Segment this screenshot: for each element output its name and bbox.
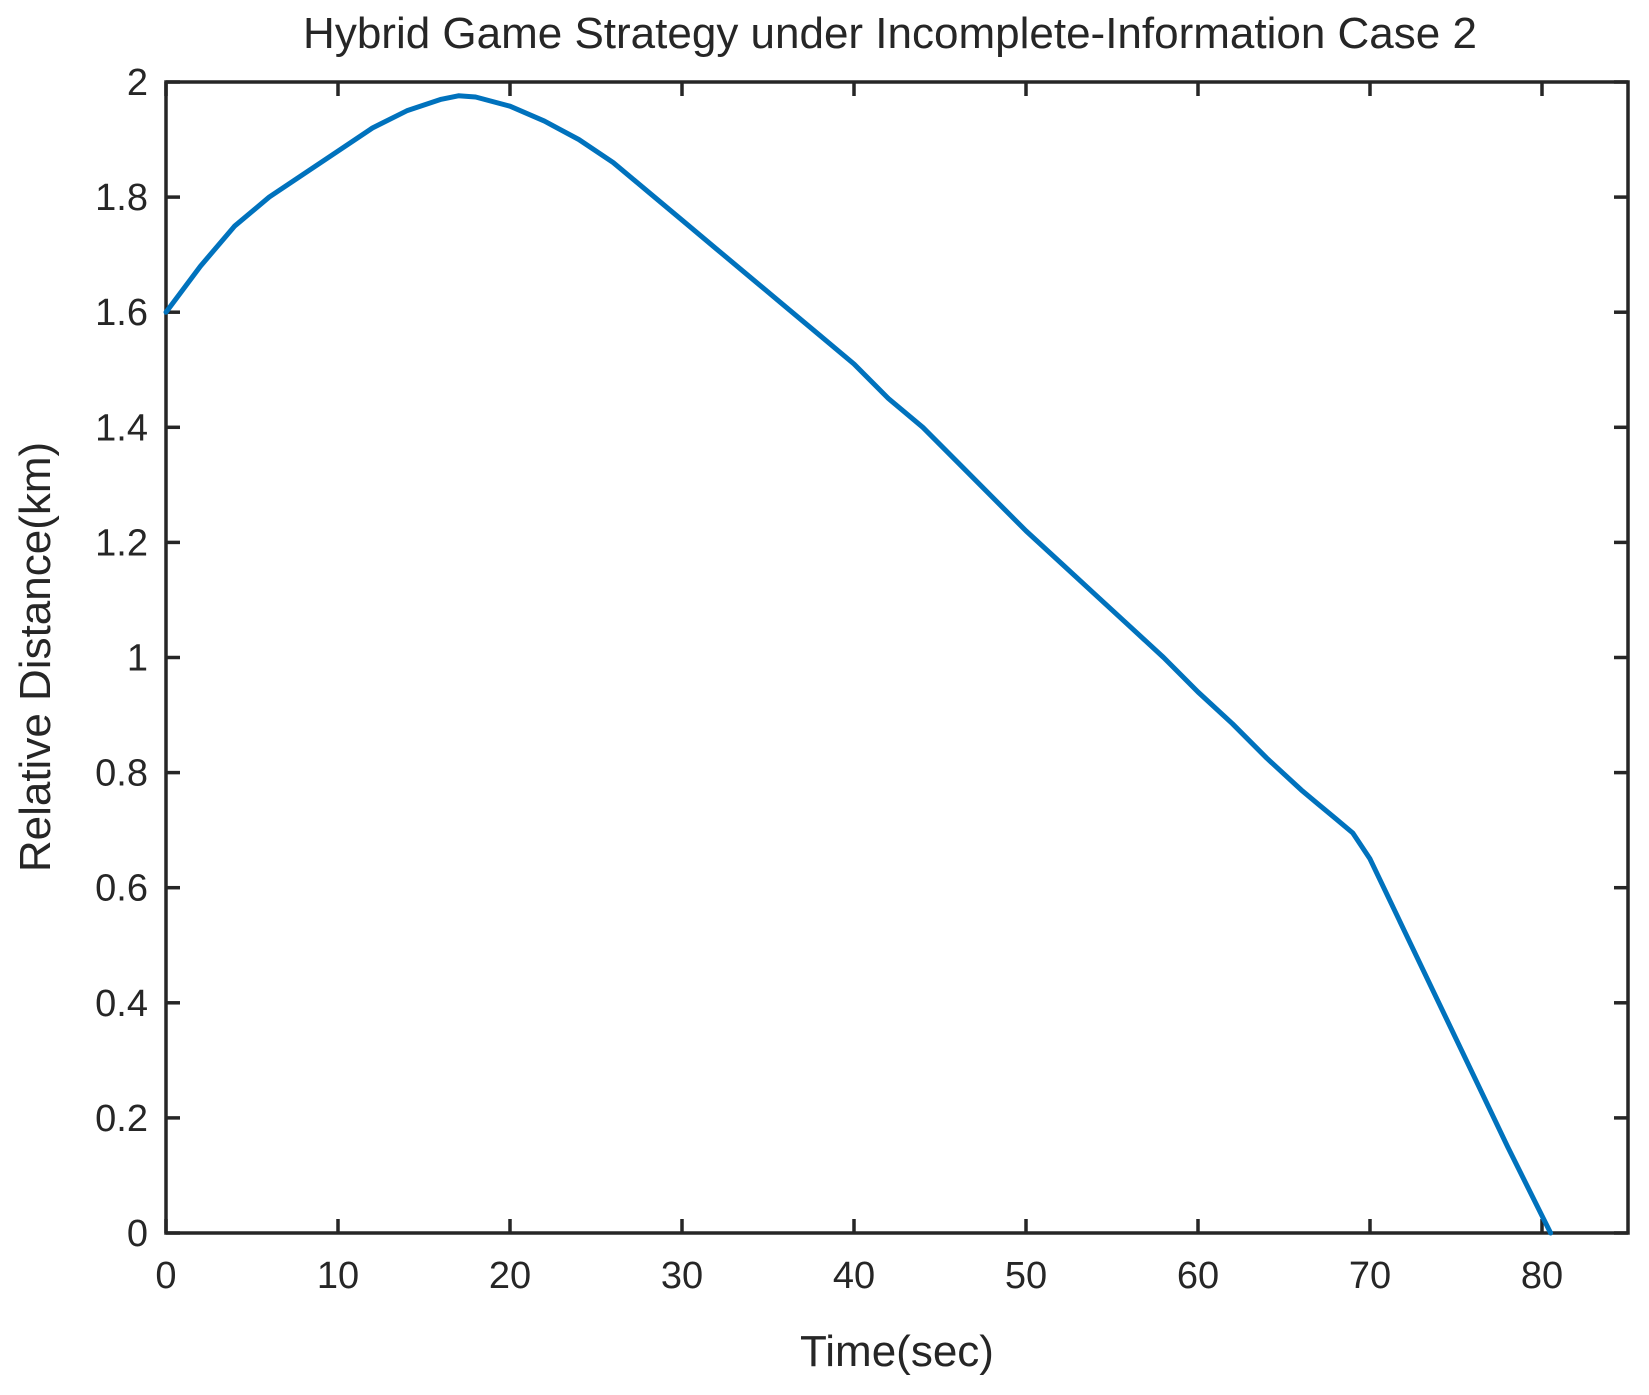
- y-axis-label: Relative Distance(km): [11, 442, 60, 872]
- x-tick-label: 80: [1521, 1255, 1563, 1297]
- chart-title: Hybrid Game Strategy under Incomplete-In…: [303, 9, 1477, 58]
- y-tick-label: 0: [127, 1213, 148, 1255]
- y-tick-label: 1.2: [95, 522, 148, 564]
- x-tick-label: 40: [833, 1255, 875, 1297]
- plot-area: 0 10 20 30 40 50 60 70 80 0 0.2 0.4 0.6 0.8 1 1.2 1.4 1.6…: [95, 62, 1630, 1297]
- series-line: [163, 93, 1554, 1236]
- x-tick-label: 20: [489, 1255, 531, 1297]
- x-tick-label: 0: [155, 1255, 176, 1297]
- x-axis-label: Time(sec): [800, 1327, 994, 1376]
- y-tick-label: 0.6: [95, 868, 148, 910]
- x-tick-label: 70: [1349, 1255, 1391, 1297]
- y-tick-label: 0.4: [95, 983, 148, 1025]
- y-tick-label: 0.8: [95, 753, 148, 795]
- y-tick-label: 2: [127, 62, 148, 104]
- x-tick-label: 10: [317, 1255, 359, 1297]
- x-tick-label: 30: [661, 1255, 703, 1297]
- y-tick-label: 1.4: [95, 407, 148, 449]
- x-tick-label: 50: [1005, 1255, 1047, 1297]
- y-tick-label: 1: [127, 638, 148, 680]
- y-tick-label: 1.6: [95, 292, 148, 334]
- y-tick-label: 0.2: [95, 1098, 148, 1140]
- y-tick-label: 1.8: [95, 177, 148, 219]
- axes-frame: [164, 80, 1630, 1235]
- x-tick-label: 60: [1177, 1255, 1219, 1297]
